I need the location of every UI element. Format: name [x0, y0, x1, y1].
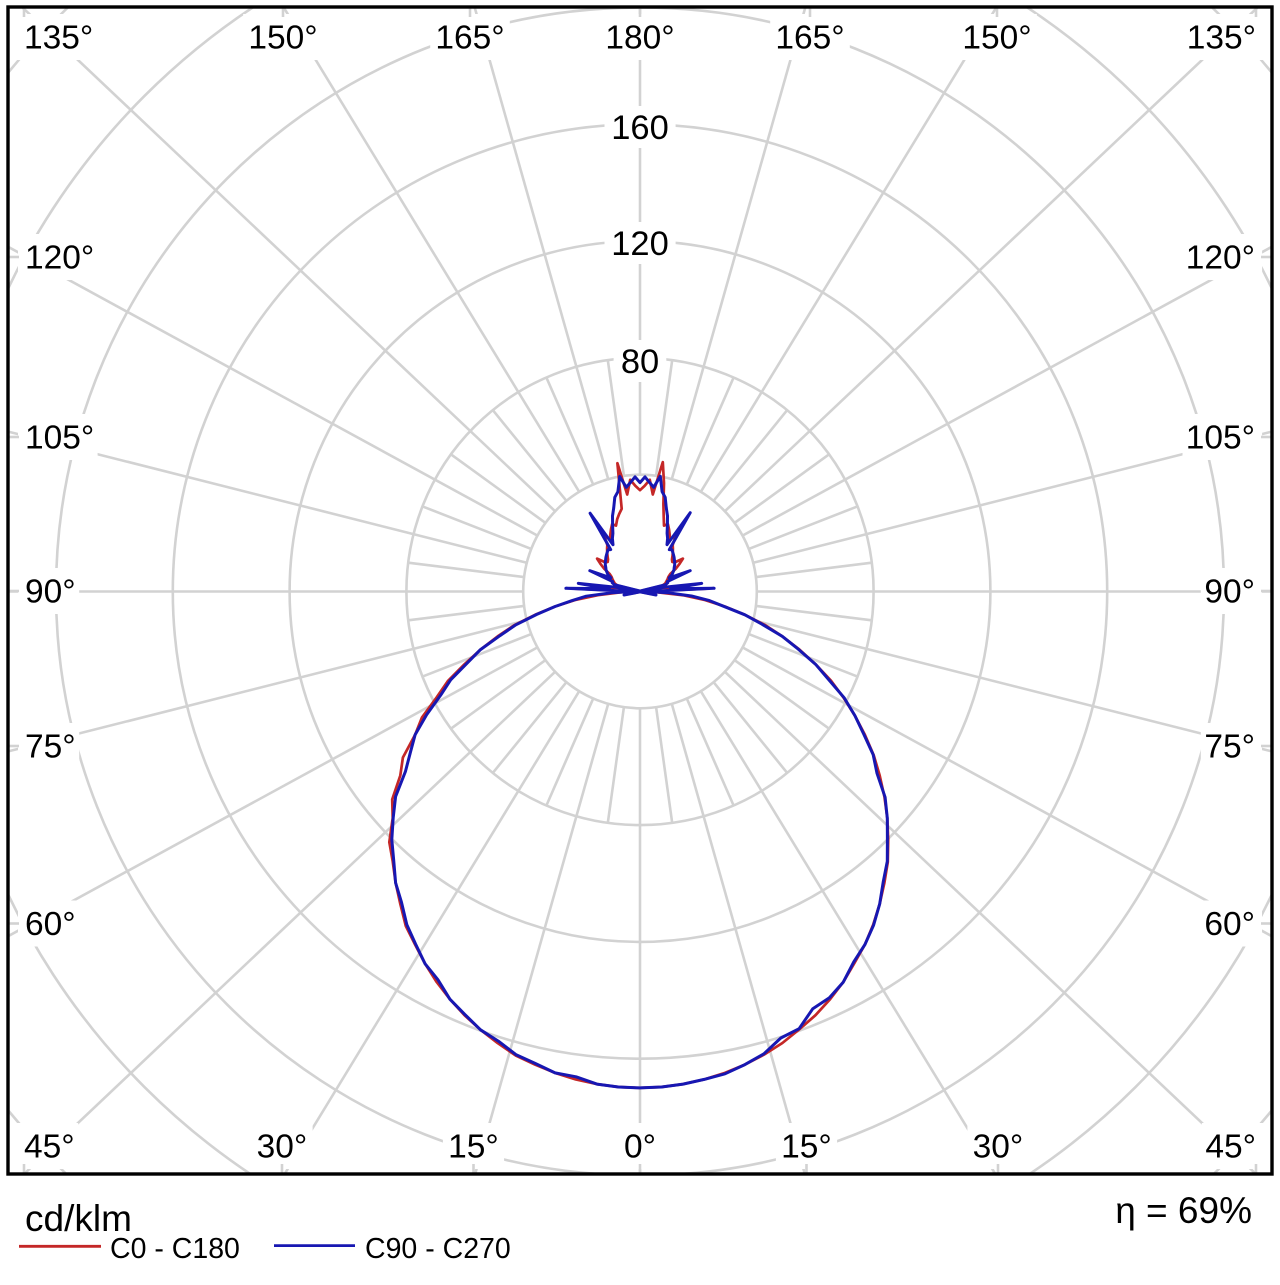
svg-text:45°: 45°	[1205, 1129, 1256, 1166]
svg-text:105°: 105°	[1186, 420, 1255, 457]
svg-text:60°: 60°	[25, 906, 76, 943]
svg-text:165°: 165°	[435, 20, 504, 57]
svg-text:0°: 0°	[624, 1129, 656, 1166]
svg-text:120: 120	[611, 225, 669, 263]
svg-text:C0 - C180: C0 - C180	[110, 1233, 240, 1265]
svg-text:80: 80	[621, 343, 659, 381]
svg-text:75°: 75°	[25, 729, 76, 766]
svg-text:75°: 75°	[1204, 729, 1255, 766]
svg-text:15°: 15°	[781, 1129, 832, 1166]
svg-text:160: 160	[611, 109, 669, 147]
svg-text:165°: 165°	[775, 20, 844, 57]
svg-text:120°: 120°	[1186, 240, 1255, 277]
svg-text:η = 69%: η = 69%	[1115, 1190, 1252, 1231]
svg-text:45°: 45°	[24, 1129, 75, 1166]
svg-text:120°: 120°	[25, 240, 94, 277]
svg-text:60°: 60°	[1204, 906, 1255, 943]
svg-text:135°: 135°	[24, 20, 93, 57]
svg-text:15°: 15°	[448, 1129, 499, 1166]
svg-text:150°: 150°	[248, 20, 317, 57]
svg-text:30°: 30°	[257, 1129, 308, 1166]
svg-text:180°: 180°	[605, 20, 674, 57]
svg-text:30°: 30°	[973, 1129, 1024, 1166]
svg-text:90°: 90°	[25, 574, 76, 611]
svg-text:90°: 90°	[1204, 574, 1255, 611]
svg-text:C90 - C270: C90 - C270	[365, 1233, 511, 1265]
svg-text:150°: 150°	[962, 20, 1031, 57]
svg-text:135°: 135°	[1187, 20, 1256, 57]
svg-text:105°: 105°	[25, 420, 94, 457]
